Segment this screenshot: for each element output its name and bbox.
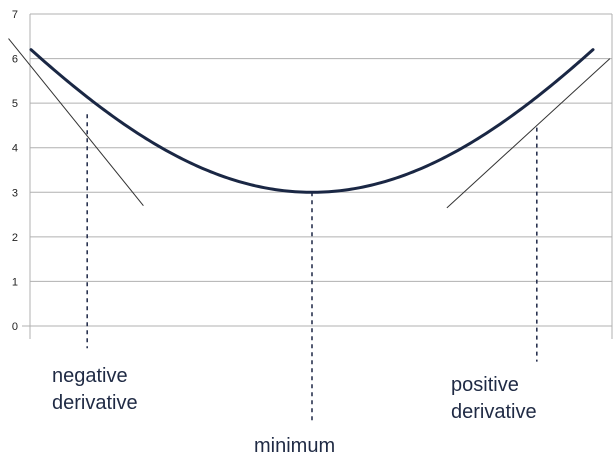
y-tick-label-6: 6: [12, 54, 18, 66]
annotation-positive-derivative: positive derivative: [451, 372, 537, 426]
annotation-positive-line1: positive: [451, 374, 519, 396]
negative-tangent-line: [8, 38, 144, 206]
annotation-negative-line1: negative: [52, 365, 128, 387]
y-tick-label-4: 4: [12, 143, 18, 155]
annotation-minimum: minimum: [254, 433, 335, 460]
y-tick-label-3: 3: [12, 187, 18, 199]
y-tick-label-0: 0: [12, 321, 18, 333]
y-tick-label-5: 5: [12, 98, 18, 110]
curve-series-line: [29, 48, 595, 194]
positive-tangent-line: [446, 58, 611, 209]
annotation-negative-derivative: negative derivative: [52, 363, 138, 417]
y-tick-label-2: 2: [12, 232, 18, 244]
y-tick-label-7: 7: [12, 9, 18, 21]
annotation-positive-line2: derivative: [451, 401, 537, 423]
annotation-negative-line2: derivative: [52, 392, 138, 414]
y-tick-label-1: 1: [12, 276, 18, 288]
annotation-minimum-line1: minimum: [254, 435, 336, 457]
